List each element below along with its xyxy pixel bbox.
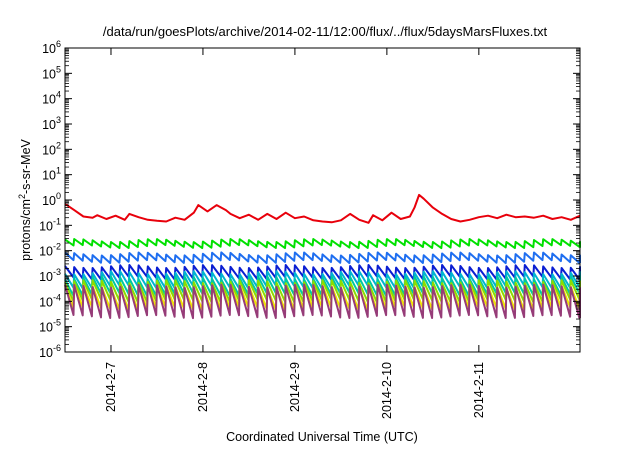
y-tick-label-base: 10	[39, 270, 53, 284]
y-tick-label: 106	[42, 39, 61, 56]
x-axis-title: Coordinated Universal Time (UTC)	[226, 430, 418, 444]
y-tick-label-base: 10	[42, 93, 56, 107]
y-tick-label-exponent: -1	[53, 216, 61, 226]
x-tick-label: 2014-2-10	[380, 362, 394, 419]
y-tick-label: 103	[42, 115, 61, 132]
y-tick-label: 10-3	[39, 267, 61, 284]
y-axis-title: protons/cm2-s-sr-MeV	[17, 138, 33, 260]
series-line-4	[64, 264, 581, 281]
series-line-1	[64, 193, 581, 224]
y-tick-label: 10-4	[39, 292, 61, 309]
y-tick-label-exponent: 2	[56, 140, 61, 150]
y-tick-label-base: 10	[39, 219, 53, 233]
y-axis-title-suffix: -s-sr-MeV	[19, 138, 33, 194]
y-tick-label: 105	[42, 64, 61, 81]
x-axis: 2014-2-7 2014-2-8 2014-2-9 2014-2-10 2014-2-…	[104, 48, 486, 419]
y-tick-label-exponent: 4	[56, 90, 61, 100]
y-tick-label: 100	[42, 191, 61, 208]
y-tick-label: 10-1	[39, 216, 61, 233]
y-tick-label-base: 10	[39, 346, 53, 360]
series-line-2	[64, 238, 581, 250]
y-axis-title-prefix: protons/cm	[19, 199, 33, 261]
y-tick-label: 104	[42, 90, 61, 107]
y-tick-label: 10-2	[39, 242, 61, 259]
y-tick-label-base: 10	[42, 42, 56, 56]
y-tick-label-exponent: -2	[53, 242, 61, 252]
y-tick-label-exponent: -6	[53, 343, 61, 353]
y-tick-label-exponent: 3	[56, 115, 61, 125]
x-tick-label: 2014-2-7	[104, 362, 118, 412]
series-line-6	[64, 275, 581, 297]
y-tick-label-base: 10	[39, 295, 53, 309]
y-tick-label-base: 10	[39, 321, 53, 335]
y-tick-label-exponent: 6	[56, 39, 61, 49]
y-tick-label-exponent: -5	[53, 318, 61, 328]
y-tick-label: 102	[42, 140, 61, 157]
y-tick-label: 10-5	[39, 318, 61, 335]
y-tick-label: 101	[42, 166, 61, 183]
y-tick-label-exponent: -4	[53, 292, 61, 302]
y-axis-title-sup: 2	[17, 194, 27, 199]
y-tick-label-base: 10	[42, 169, 56, 183]
chart-title: /data/run/goesPlots/archive/2014-02-11/1…	[103, 24, 548, 39]
series-line-9	[64, 283, 581, 320]
series-line-5	[64, 270, 581, 290]
y-tick-label-exponent: 1	[56, 166, 61, 176]
x-tick-label: 2014-2-8	[196, 362, 210, 412]
y-tick-label-base: 10	[39, 245, 53, 259]
y-tick-label-base: 10	[42, 143, 56, 157]
y-tick-label-base: 10	[42, 194, 56, 208]
series-line-7	[64, 279, 581, 304]
y-tick-label-base: 10	[42, 67, 56, 81]
y-axis: 10-610-510-410-310-210-11001011021031041…	[39, 39, 580, 360]
x-tick-label: 2014-2-11	[472, 362, 486, 418]
y-tick-label-base: 10	[42, 118, 56, 132]
y-tick-label-exponent: 0	[56, 191, 61, 201]
y-tick-label-exponent: -3	[53, 267, 61, 277]
y-tick-label: 10-6	[39, 343, 61, 360]
plot-lines	[64, 193, 581, 320]
series-line-3	[64, 251, 581, 265]
x-tick-label: 2014-2-9	[288, 362, 302, 412]
y-tick-label-exponent: 5	[56, 64, 61, 74]
